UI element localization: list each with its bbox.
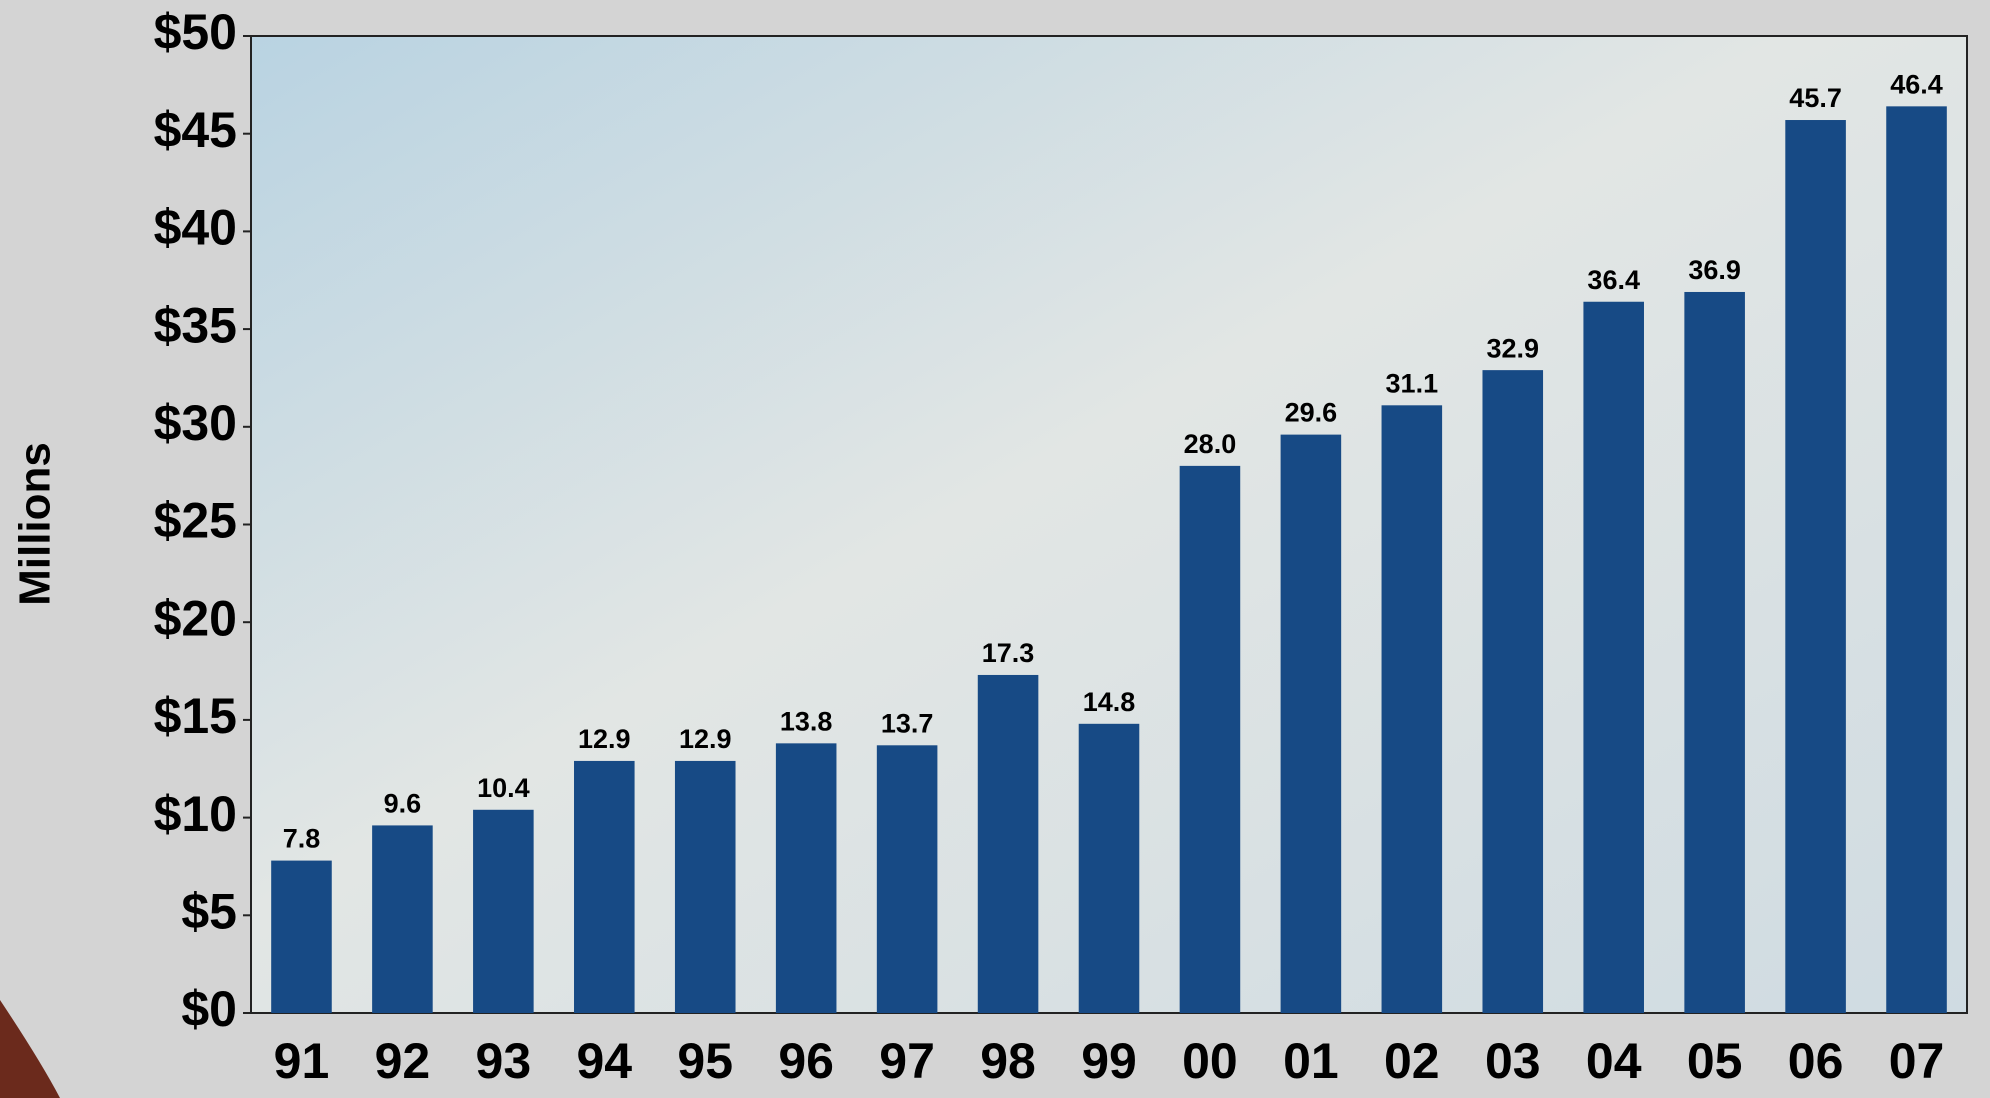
value-label: 36.4 <box>1587 265 1640 295</box>
bar <box>1785 120 1846 1013</box>
value-label: 17.3 <box>982 638 1035 668</box>
x-tick-label: 02 <box>1384 1033 1440 1089</box>
bar <box>1079 724 1140 1013</box>
y-tick-label: $10 <box>154 786 237 842</box>
x-tick-label: 91 <box>274 1033 330 1089</box>
value-label: 32.9 <box>1486 333 1539 363</box>
bar <box>1281 435 1342 1013</box>
x-tick-label: 05 <box>1687 1033 1743 1089</box>
value-label: 7.8 <box>283 824 321 854</box>
x-tick-label: 92 <box>375 1033 431 1089</box>
value-label: 46.4 <box>1890 69 1943 99</box>
bar <box>1886 106 1947 1013</box>
x-tick-label: 00 <box>1182 1033 1238 1089</box>
x-tick-label: 95 <box>677 1033 733 1089</box>
value-label: 36.9 <box>1688 255 1741 285</box>
y-tick-label: $0 <box>181 981 237 1037</box>
y-tick-label: $40 <box>154 200 237 256</box>
y-tick-label: $50 <box>154 4 237 60</box>
x-tick-label: 07 <box>1889 1033 1945 1089</box>
value-label: 12.9 <box>679 724 732 754</box>
bar <box>978 675 1039 1013</box>
x-tick-label: 98 <box>980 1033 1036 1089</box>
value-label: 10.4 <box>477 773 530 803</box>
bar <box>1482 370 1543 1013</box>
y-tick-label: $30 <box>154 395 237 451</box>
bar <box>1583 302 1644 1013</box>
value-label: 13.7 <box>881 708 934 738</box>
y-tick-label: $5 <box>181 884 237 940</box>
value-label: 13.8 <box>780 706 833 736</box>
value-label: 14.8 <box>1083 687 1136 717</box>
bar <box>574 761 635 1013</box>
y-tick-label: $25 <box>154 493 237 549</box>
bar <box>675 761 736 1013</box>
bar <box>473 810 534 1013</box>
value-label: 29.6 <box>1285 398 1338 428</box>
x-tick-label: 97 <box>879 1033 935 1089</box>
bar <box>1180 466 1241 1013</box>
bar <box>372 825 433 1013</box>
y-tick-label: $45 <box>154 102 237 158</box>
y-tick-label: $20 <box>154 590 237 646</box>
y-tick-label: $15 <box>154 688 237 744</box>
x-tick-label: 94 <box>576 1033 632 1089</box>
x-tick-label: 96 <box>778 1033 834 1089</box>
value-label: 12.9 <box>578 724 631 754</box>
bar <box>1382 405 1443 1013</box>
x-tick-label: 01 <box>1283 1033 1339 1089</box>
bar <box>776 743 837 1013</box>
value-label: 9.6 <box>384 789 422 819</box>
x-tick-label: 03 <box>1485 1033 1541 1089</box>
x-tick-label: 99 <box>1081 1033 1137 1089</box>
value-label: 45.7 <box>1789 83 1842 113</box>
x-tick-label: 04 <box>1586 1033 1642 1089</box>
y-tick-label: $35 <box>154 297 237 353</box>
chart: Millions $0 $5 $10 $15 $20 $25 $30 $35 $40 $45 $50… <box>0 0 1990 1098</box>
bar <box>1684 292 1745 1013</box>
bar <box>877 745 938 1013</box>
value-label: 28.0 <box>1184 429 1237 459</box>
x-tick-label: 93 <box>476 1033 532 1089</box>
value-label: 31.1 <box>1386 368 1439 398</box>
y-axis-label: Millions <box>11 442 60 606</box>
x-tick-label: 06 <box>1788 1033 1844 1089</box>
bar <box>271 861 332 1013</box>
